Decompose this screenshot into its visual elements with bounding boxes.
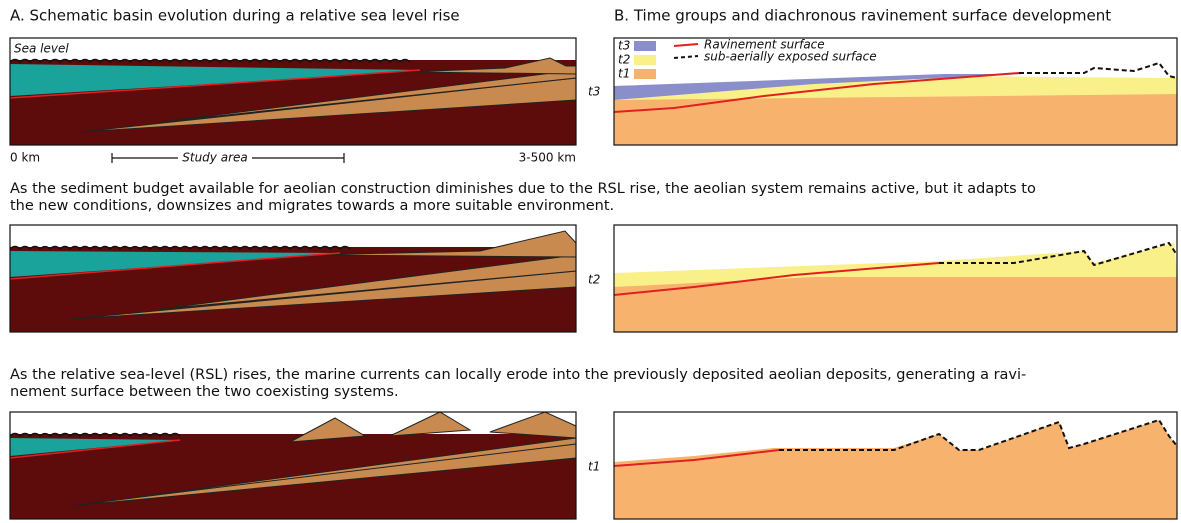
- legend-line: [674, 44, 698, 46]
- legend-label: t3: [618, 39, 630, 53]
- row-label: t3: [588, 85, 600, 99]
- panel-b-title: B. Time groups and diachronous ravinemen…: [614, 7, 1111, 25]
- legend-swatch: [634, 69, 656, 79]
- caption-line: the new conditions, downsizes and migrat…: [10, 198, 614, 214]
- air: [10, 412, 576, 434]
- caption-line: As the relative sea-level (RSL) rises, t…: [10, 367, 1026, 383]
- legend-label: t2: [618, 53, 630, 67]
- legend-swatch: [634, 55, 656, 65]
- exposed-surface: [1019, 63, 1177, 78]
- caption-line: As the sediment budget available for aeo…: [10, 181, 1036, 197]
- sea-level-label: Sea level: [14, 42, 69, 56]
- panel-b-t2: [614, 225, 1177, 332]
- panel-b-t3: t3 t2 t1 Ravinement surface sub-aerially…: [614, 38, 1177, 146]
- row-label: t2: [588, 273, 600, 287]
- row-label: t1: [588, 460, 600, 474]
- panel-a-title: A. Schematic basin evolution during a re…: [10, 7, 460, 25]
- study-area-label: Study area: [182, 151, 247, 165]
- scale-start: 0 km: [10, 151, 40, 165]
- t1-unit: [614, 420, 1177, 519]
- legend-label: t1: [618, 67, 630, 81]
- panel-b-t1: [614, 412, 1177, 519]
- legend-line: [674, 56, 698, 58]
- caption-line: nement surface between the two coexistin…: [10, 384, 399, 400]
- air: [10, 225, 576, 247]
- legend-label: sub-aerially exposed surface: [704, 50, 877, 64]
- scale-end: 3-500 km: [519, 151, 576, 165]
- panel-a-t1: [10, 412, 576, 519]
- legend-swatch: [634, 41, 656, 51]
- t1-unit: [614, 277, 1177, 332]
- figure: A. Schematic basin evolution during a re…: [0, 0, 1181, 523]
- air: [10, 38, 576, 60]
- panel-a-t3: Sea level: [10, 38, 576, 145]
- panel-a-t2: [10, 225, 576, 332]
